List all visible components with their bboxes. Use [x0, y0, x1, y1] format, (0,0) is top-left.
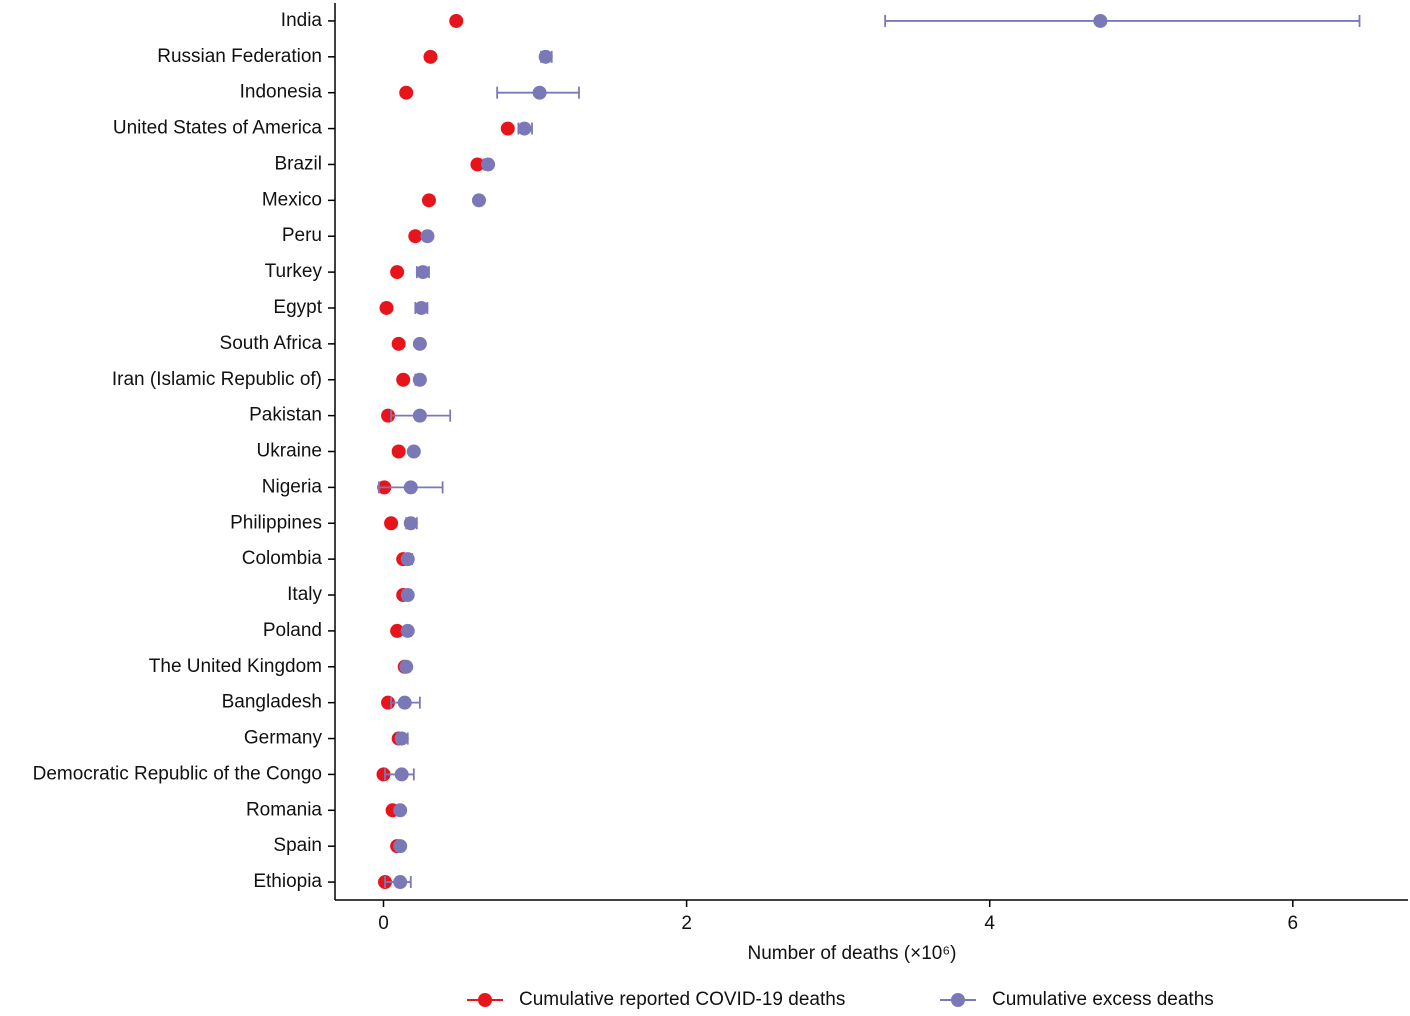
- dot: [420, 229, 435, 244]
- dot: [532, 85, 547, 100]
- dot: [538, 49, 553, 64]
- dot: [400, 623, 415, 638]
- y-tick-label: Turkey: [265, 261, 323, 282]
- y-tick-label: Nigeria: [262, 476, 323, 497]
- dot: [390, 265, 405, 280]
- dot: [396, 372, 411, 387]
- y-tick-label: Russian Federation: [157, 46, 322, 67]
- dot: [471, 193, 486, 208]
- dot: [390, 623, 405, 638]
- dot: [423, 49, 438, 64]
- y-tick-label: Ethiopia: [253, 871, 322, 892]
- dot: [399, 659, 414, 674]
- dot: [379, 300, 394, 315]
- dot: [397, 695, 412, 710]
- x-tick-label: 2: [681, 913, 692, 934]
- dot: [399, 85, 414, 100]
- dot: [412, 408, 427, 423]
- dot: [376, 767, 391, 782]
- y-tick-label: Brazil: [274, 153, 322, 174]
- y-tick-label: Philippines: [230, 512, 322, 533]
- dot: [391, 336, 406, 351]
- dot: [394, 767, 409, 782]
- x-tick-label: 4: [984, 913, 995, 934]
- x-axis-title: Number of deaths (×10⁶): [747, 943, 956, 964]
- dot: [406, 444, 421, 459]
- dot: [517, 121, 532, 136]
- y-tick-label: The United Kingdom: [149, 656, 322, 677]
- y-tick-label: India: [281, 10, 323, 31]
- legend-marker: [478, 993, 492, 1007]
- y-tick-label: Indonesia: [240, 82, 323, 103]
- dot: [470, 157, 485, 172]
- dot: [421, 193, 436, 208]
- dot: [408, 229, 423, 244]
- y-tick-label: Colombia: [242, 548, 323, 569]
- dot: [414, 300, 429, 315]
- dot: [394, 731, 409, 746]
- dot: [412, 372, 427, 387]
- legend-label: Cumulative excess deaths: [992, 989, 1214, 1010]
- dot: [400, 588, 415, 603]
- dot: [412, 336, 427, 351]
- y-tick-label: Pakistan: [249, 405, 322, 426]
- dot: [449, 13, 464, 28]
- dot: [415, 265, 430, 280]
- legend-marker: [951, 993, 965, 1007]
- dot: [403, 480, 418, 495]
- y-tick-label: Poland: [263, 620, 322, 641]
- y-tick-label: South Africa: [220, 333, 323, 354]
- y-tick-label: Italy: [287, 584, 322, 605]
- y-tick-label: Bangladesh: [222, 692, 322, 713]
- dot: [393, 875, 408, 890]
- dot: [1093, 13, 1108, 28]
- y-tick-label: United States of America: [113, 118, 323, 139]
- dot: [500, 121, 515, 136]
- y-tick-label: Egypt: [273, 297, 322, 318]
- dot: [391, 444, 406, 459]
- dot: [384, 516, 399, 531]
- y-tick-label: Romania: [246, 799, 322, 820]
- dot: [403, 516, 418, 531]
- y-tick-label: Iran (Islamic Republic of): [112, 369, 322, 390]
- y-tick-label: Mexico: [262, 189, 322, 210]
- dot: [481, 157, 496, 172]
- dot: [400, 552, 415, 567]
- x-tick-label: 6: [1288, 913, 1299, 934]
- y-tick-label: Germany: [244, 728, 323, 749]
- y-tick-label: Peru: [282, 225, 322, 246]
- x-tick-label: 0: [378, 913, 389, 934]
- dot: [393, 803, 408, 818]
- y-tick-label: Spain: [273, 835, 322, 856]
- legend-label: Cumulative reported COVID-19 deaths: [519, 989, 845, 1010]
- y-tick-label: Ukraine: [257, 441, 322, 462]
- dot: [393, 839, 408, 854]
- y-tick-label: Democratic Republic of the Congo: [33, 763, 322, 784]
